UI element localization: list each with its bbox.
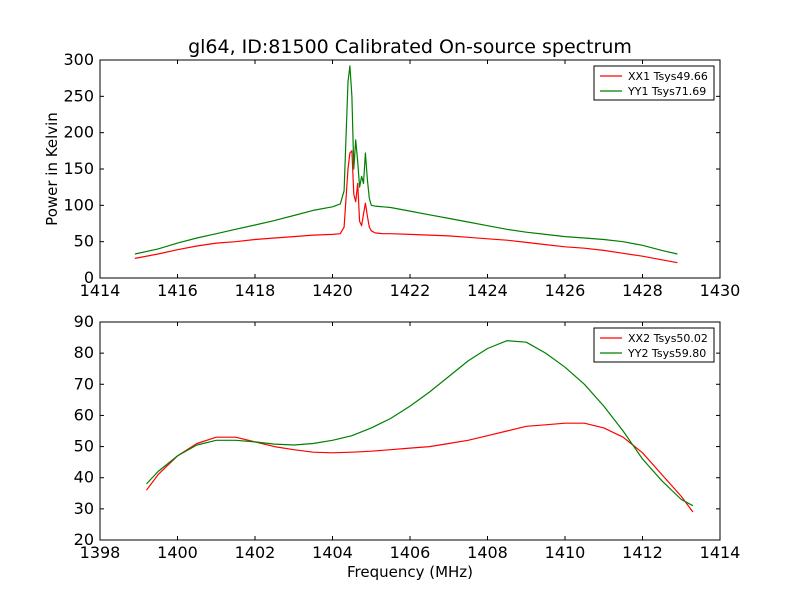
y-tick-label: 50 (74, 437, 94, 456)
series-line-yy2 (146, 340, 694, 507)
x-tick-label: 1424 (467, 281, 508, 300)
bottom-plot-panel: 1398 1400 1402 1404 1406 1408 1410 1412 1414 20 30… (74, 312, 741, 581)
y-tick-label: 70 (74, 374, 94, 393)
x-tick-label: 1426 (545, 281, 586, 300)
x-tick-label: 1412 (622, 543, 663, 562)
x-tick-label: 1408 (467, 543, 508, 562)
x-tick-label: 1404 (312, 543, 353, 562)
legend-label: XX2 Tsys50.02 (628, 332, 708, 345)
x-tick-label: 1406 (390, 543, 431, 562)
y-tick-label: 100 (63, 195, 94, 214)
x-tick-label: 1410 (545, 543, 586, 562)
series-line-yy1 (134, 65, 678, 255)
x-tick-label: 1418 (235, 281, 276, 300)
y-tick-label: 250 (63, 86, 94, 105)
x-tick-label: 1428 (622, 281, 663, 300)
legend-label: YY2 Tsys59.80 (627, 347, 706, 360)
series-line-xx1 (134, 150, 678, 264)
legend-label: YY1 Tsys71.69 (627, 85, 706, 98)
x-tick-label: 1430 (700, 281, 741, 300)
legend: XX1 Tsys49.66 YY1 Tsys71.69 (593, 65, 715, 101)
x-tick-label: 1400 (157, 543, 198, 562)
x-tick-label: 1398 (80, 543, 121, 562)
y-tick-label: 150 (63, 159, 94, 178)
x-axis-label: Frequency (MHz) (347, 563, 473, 581)
y-tick-label: 90 (74, 312, 94, 331)
x-tick-label: 1422 (390, 281, 431, 300)
x-tick-label: 1420 (312, 281, 353, 300)
y-tick-label: 30 (74, 499, 94, 518)
series-line-xx2 (146, 422, 694, 513)
x-tick-label: 1414 (700, 543, 741, 562)
y-tick-label: 50 (74, 232, 94, 251)
y-tick-label: 300 (63, 50, 94, 69)
y-tick-label: 80 (74, 343, 94, 362)
y-tick-label: 0 (84, 268, 94, 287)
x-tick-label: 1416 (157, 281, 198, 300)
x-tick-label: 1414 (80, 281, 121, 300)
x-tick-label: 1402 (235, 543, 276, 562)
y-tick-label: 40 (74, 468, 94, 487)
top-plot-panel: 1414 1416 1418 1420 1422 1424 1426 1428 1430 0 50 1… (43, 50, 740, 300)
legend-label: XX1 Tsys49.66 (628, 70, 708, 83)
legend: XX2 Tsys50.02 YY2 Tsys59.80 (593, 327, 715, 363)
y-tick-label: 200 (63, 123, 94, 142)
y-tick-label: 60 (74, 405, 94, 424)
y-axis-label: Power in Kelvin (43, 112, 61, 226)
y-tick-label: 20 (74, 530, 94, 549)
chart-title: gl64, ID:81500 Calibrated On-source spec… (188, 36, 632, 58)
